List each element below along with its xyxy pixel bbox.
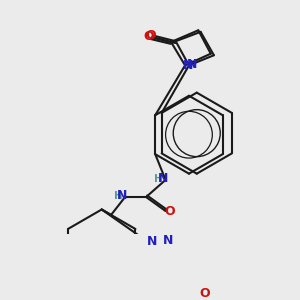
Text: N: N xyxy=(183,59,194,72)
Text: O: O xyxy=(143,30,154,43)
Text: N: N xyxy=(187,58,197,71)
Text: N: N xyxy=(158,172,168,185)
Text: O: O xyxy=(200,287,211,300)
Text: O: O xyxy=(164,205,175,218)
Text: O: O xyxy=(146,29,156,42)
Text: H: H xyxy=(114,191,122,201)
Text: N: N xyxy=(164,234,174,247)
Text: H: H xyxy=(154,174,163,184)
Text: N: N xyxy=(117,189,128,203)
Text: N: N xyxy=(146,235,157,248)
